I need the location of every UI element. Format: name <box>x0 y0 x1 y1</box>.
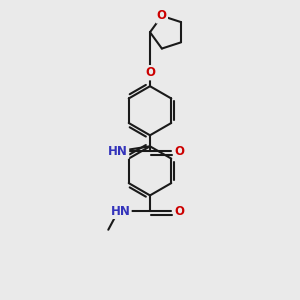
Text: HN: HN <box>108 145 128 158</box>
Text: O: O <box>157 9 167 22</box>
Text: HN: HN <box>111 205 130 218</box>
Text: O: O <box>145 66 155 79</box>
Text: O: O <box>174 205 184 218</box>
Text: O: O <box>174 145 184 158</box>
